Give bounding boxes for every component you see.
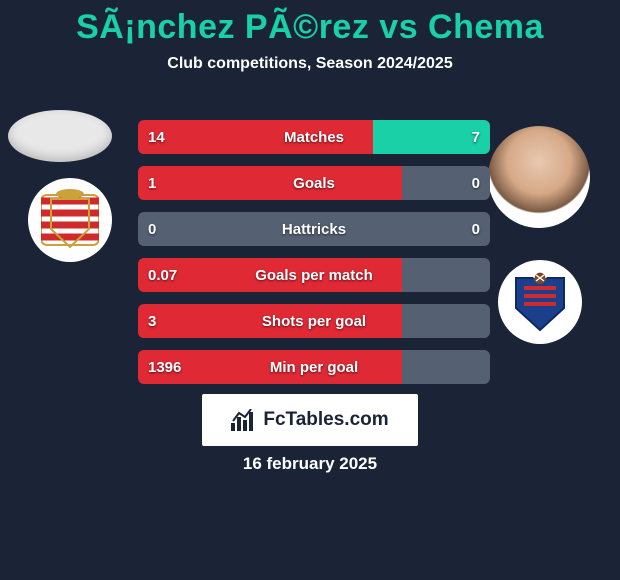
stat-value-right: 7 (472, 129, 480, 146)
comparison-title: SÃ¡nchez PÃ©rez vs Chema (0, 0, 620, 47)
stat-value-left: 0 (148, 221, 156, 238)
fctables-logo-icon (231, 409, 257, 431)
club-badge-left (28, 178, 112, 262)
club-badge-right (498, 260, 582, 344)
comparison-date: 16 february 2025 (0, 454, 620, 474)
stat-row: 0.07Goals per match (138, 258, 490, 292)
stat-label: Min per goal (138, 359, 490, 376)
stat-label: Matches (138, 129, 490, 146)
stat-text-layer: 0.07Goals per match (138, 258, 490, 292)
stat-row: 3Shots per goal (138, 304, 490, 338)
stat-label: Shots per goal (138, 313, 490, 330)
stat-value-left: 1396 (148, 359, 181, 376)
stat-row: 1Goals0 (138, 166, 490, 200)
stat-row: 1396Min per goal (138, 350, 490, 384)
stat-text-layer: 3Shots per goal (138, 304, 490, 338)
stat-label: Hattricks (138, 221, 490, 238)
comparison-subtitle: Club competitions, Season 2024/2025 (0, 55, 620, 73)
stat-value-left: 1 (148, 175, 156, 192)
stat-value-right: 0 (472, 175, 480, 192)
stats-container: 14Matches71Goals00Hattricks00.07Goals pe… (138, 120, 490, 396)
eibar-badge-icon (510, 270, 570, 334)
stat-label: Goals (138, 175, 490, 192)
stat-value-left: 3 (148, 313, 156, 330)
player-photo-left (8, 110, 112, 162)
player-photo-right (488, 126, 590, 228)
stat-text-layer: 14Matches7 (138, 120, 490, 154)
stat-value-left: 0.07 (148, 267, 177, 284)
stat-row: 14Matches7 (138, 120, 490, 154)
fctables-text: FcTables.com (263, 409, 388, 431)
stat-text-layer: 1Goals0 (138, 166, 490, 200)
stat-text-layer: 0Hattricks0 (138, 212, 490, 246)
stat-value-left: 14 (148, 129, 165, 146)
fctables-watermark: FcTables.com (202, 394, 418, 446)
stat-text-layer: 1396Min per goal (138, 350, 490, 384)
stat-row: 0Hattricks0 (138, 212, 490, 246)
stat-value-right: 0 (472, 221, 480, 238)
sporting-gijon-badge-icon (41, 189, 99, 251)
stat-label: Goals per match (138, 267, 490, 284)
